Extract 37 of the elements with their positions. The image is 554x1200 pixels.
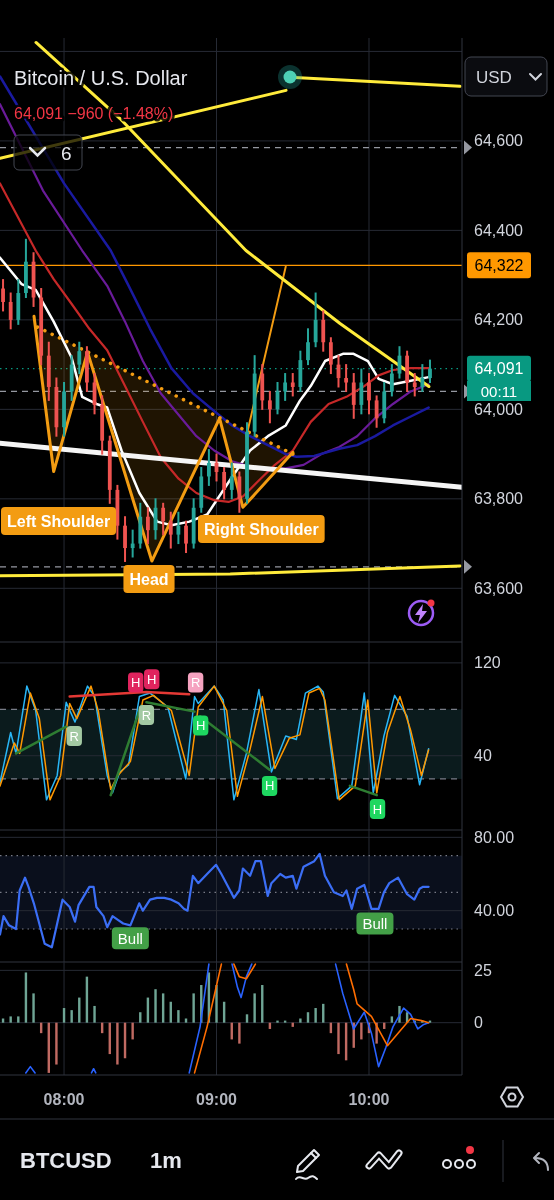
y-tick-label: 40	[474, 747, 492, 765]
ref-line-label: 64,322	[474, 256, 524, 274]
y-tick-label: 64,600	[474, 132, 524, 150]
annotation: Bull	[117, 929, 143, 947]
ref-line-label: 64,091	[474, 360, 524, 378]
y-tick-label: 64,200	[474, 311, 524, 329]
text: BTCUSD	[20, 1148, 112, 1173]
label-tag: Right Shoulder	[198, 515, 325, 543]
annotation: Left Shoulder	[7, 512, 111, 530]
label-tag: Bull	[356, 912, 394, 935]
y-tick-label: 25	[474, 961, 492, 979]
y-tick-label: 120	[474, 654, 501, 672]
annotation: Bull	[362, 915, 388, 932]
price-tag: 64,322	[467, 252, 531, 279]
x-tick-label: 09:00	[196, 1090, 238, 1108]
annotation: 6	[61, 143, 72, 164]
x-tick-label: 10:00	[348, 1090, 390, 1108]
collapse-button: 6	[13, 134, 83, 171]
y-tick-label: 63,600	[474, 579, 524, 597]
label-tag: H	[144, 669, 160, 690]
price-tag: 00:11	[467, 381, 531, 401]
annotation: Right Shoulder	[204, 520, 319, 538]
label-tag: Bull	[111, 927, 149, 950]
x-tick-label: 08:00	[43, 1090, 85, 1108]
y-tick-label: 0	[474, 1014, 483, 1032]
label-tag: H	[128, 672, 144, 693]
label-tag: Head	[123, 565, 175, 593]
y-tick-label: 40.00	[474, 902, 515, 920]
y-tick-label: 80.00	[474, 828, 515, 846]
dropdown-button: USD	[464, 56, 548, 97]
y-tick-label: 64,000	[474, 400, 524, 418]
text: 1m	[150, 1148, 182, 1173]
annotation: Head	[129, 570, 169, 588]
y-tick-label: 63,800	[474, 490, 524, 508]
y-tick-label: 64,400	[474, 221, 524, 239]
price-tag: 64,091	[467, 355, 531, 382]
label-tag: Left Shoulder	[1, 507, 117, 535]
